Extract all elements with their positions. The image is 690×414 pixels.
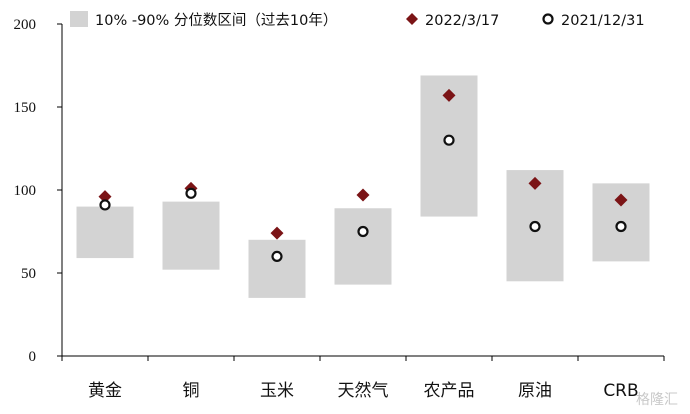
diamond-marker	[442, 88, 456, 102]
legend-series-1-label: 2022/3/17	[425, 13, 499, 29]
x-category-label: 农产品	[424, 381, 475, 401]
diamond-marker	[270, 226, 284, 240]
diamond-marker	[528, 176, 542, 190]
legend: 10% -90% 分位数区间（过去10年） 2022/3/17 2021/12/…	[70, 11, 645, 29]
y-tick-label: 50	[21, 266, 36, 282]
y-tick-label: 0	[29, 349, 37, 365]
circle-marker	[99, 199, 111, 211]
axes: 0 50 100 150 200 黄金 铜 玉米 天然气 农产品 原油 CRB	[14, 17, 665, 401]
range-bar	[76, 206, 134, 259]
x-category-label: 玉米	[260, 381, 294, 401]
y-tick-label: 150	[14, 100, 37, 116]
legend-series-2-label: 2021/12/31	[561, 13, 645, 29]
watermark: 格隆汇	[636, 392, 678, 408]
legend-circle-marker	[542, 13, 554, 25]
x-category-label: 天然气	[338, 381, 389, 401]
circle-marker	[357, 225, 369, 238]
x-category-label: 原油	[518, 381, 552, 401]
legend-diamond-marker	[406, 13, 418, 25]
circle-marker	[271, 250, 283, 262]
y-tick-label: 100	[14, 183, 37, 199]
range-bars	[76, 75, 650, 298]
circle-marker	[529, 220, 541, 233]
legend-range-swatch	[70, 11, 88, 27]
circle-marker	[615, 220, 627, 233]
diamond-marker	[98, 190, 112, 204]
y-tick-label: 200	[14, 17, 37, 33]
point-markers	[98, 88, 628, 262]
diamond-marker	[614, 193, 628, 207]
range-bar	[334, 208, 392, 285]
circle-marker	[443, 134, 455, 146]
legend-range-label: 10% -90% 分位数区间（过去10年）	[95, 12, 337, 29]
x-category-label: 黄金	[88, 381, 122, 401]
x-category-label: CRB	[603, 381, 638, 401]
range-bar	[248, 239, 306, 298]
x-category-label: 铜	[183, 381, 200, 401]
range-bar	[162, 201, 220, 270]
circle-marker	[185, 187, 197, 199]
diamond-marker	[356, 188, 370, 202]
